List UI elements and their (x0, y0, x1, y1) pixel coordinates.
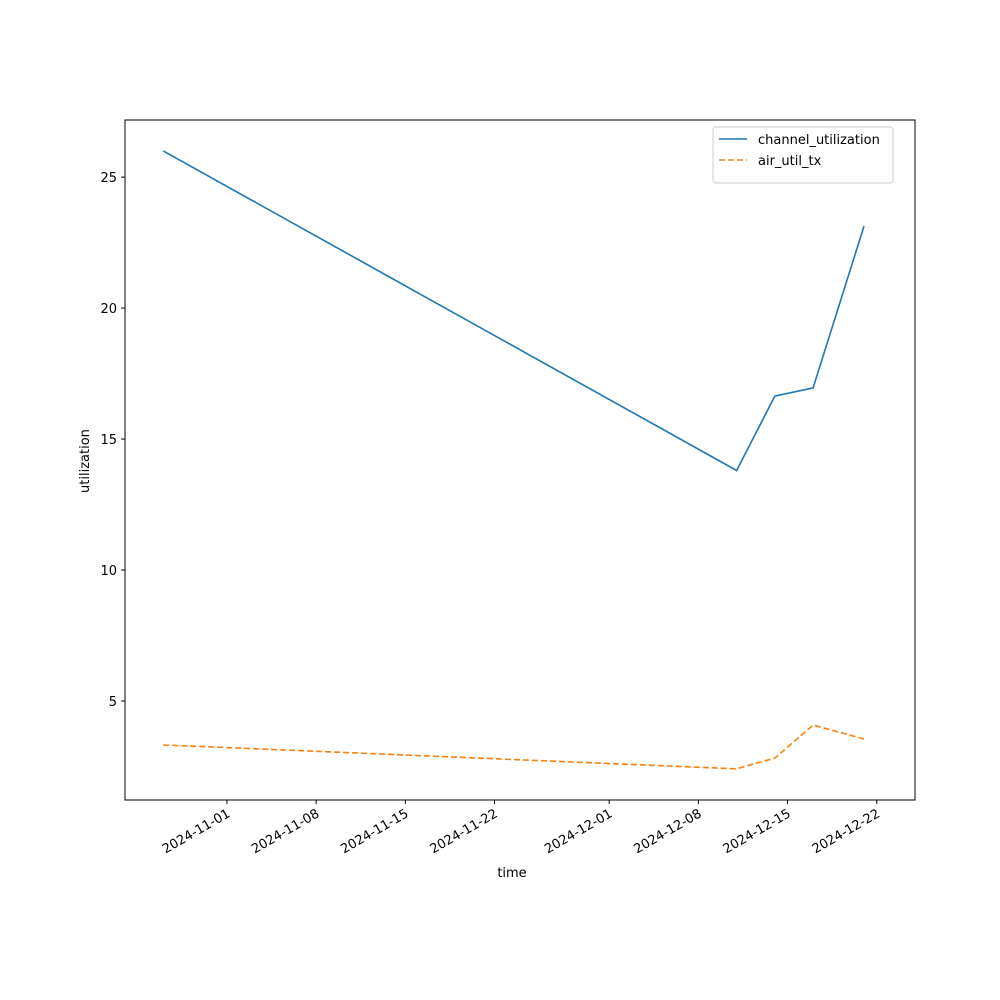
y-tick-label: 5 (109, 695, 117, 710)
legend-box (712, 126, 894, 184)
legend-label: channel_utilization (758, 133, 880, 148)
series-line (163, 724, 865, 770)
y-tick-label: 15 (100, 433, 117, 448)
y-tick-label: 20 (100, 302, 117, 317)
y-tick-label: 25 (100, 171, 117, 186)
legend-label: air_util_tx (758, 154, 822, 169)
plot-frame (124, 119, 916, 801)
series-line (162, 150, 865, 472)
x-axis-label: time (497, 866, 526, 881)
y-axis-label: utilization (78, 429, 93, 493)
y-tick-label: 10 (100, 564, 117, 579)
